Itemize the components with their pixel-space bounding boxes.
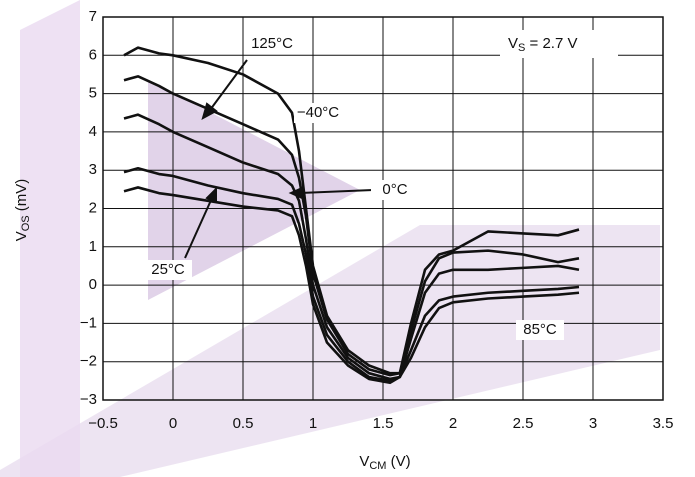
series-line bbox=[123, 75, 580, 377]
y-tick-label: 6 bbox=[89, 46, 97, 63]
x-tick-label: 3 bbox=[589, 415, 597, 432]
series-line bbox=[123, 186, 580, 385]
label-part: (V) bbox=[386, 453, 410, 470]
label-part: (mV) bbox=[13, 179, 30, 216]
label-part: V bbox=[359, 453, 369, 470]
watermark-shape bbox=[0, 225, 660, 477]
arrow bbox=[209, 59, 248, 111]
annotation: 85°C bbox=[523, 321, 557, 338]
x-tick-label: 3.5 bbox=[653, 415, 674, 432]
annotation: 125°C bbox=[251, 35, 293, 52]
label-bg bbox=[371, 180, 419, 200]
arrow bbox=[299, 189, 374, 194]
annotation: 25°C bbox=[151, 261, 185, 278]
label-bg bbox=[500, 30, 618, 58]
watermark-shape bbox=[148, 80, 360, 300]
plot: −3 −2 −1 0 1 2 3 4 5 6 7 −0.5 0 0.5 1 1.5 2 2.5 3 3.5 bbox=[80, 8, 674, 432]
x-tick-label: 0 bbox=[169, 415, 177, 432]
y-tick-label: −2 bbox=[80, 353, 97, 370]
series-line bbox=[123, 166, 580, 383]
annotation: −40°C bbox=[297, 104, 339, 121]
y-tick-label: 4 bbox=[89, 123, 97, 140]
y-tick-label: 0 bbox=[89, 276, 97, 293]
arrowhead bbox=[201, 102, 218, 121]
label-part: = 2.7 V bbox=[525, 35, 577, 52]
label-bg bbox=[516, 320, 564, 340]
watermark bbox=[0, 0, 660, 477]
y-tick-label: 7 bbox=[89, 8, 97, 25]
watermark-shape bbox=[20, 0, 80, 477]
label-part: S bbox=[518, 42, 525, 54]
label-part: OS bbox=[20, 215, 32, 231]
x-tick-label: 0.5 bbox=[233, 415, 254, 432]
label-bg bbox=[294, 103, 342, 123]
x-axis-label: VCM (V) bbox=[359, 453, 410, 472]
y-tick-label: 3 bbox=[89, 161, 97, 178]
x-tick-label: 1.5 bbox=[373, 415, 394, 432]
x-tick-label: 1 bbox=[309, 415, 317, 432]
label-bg bbox=[144, 260, 192, 280]
x-tick-label: 2.5 bbox=[513, 415, 534, 432]
label-bg bbox=[248, 34, 296, 54]
annotation: 0°C bbox=[382, 181, 407, 198]
arrowhead bbox=[205, 186, 217, 204]
plot-frame bbox=[102, 16, 664, 401]
label-part: V bbox=[13, 231, 30, 241]
supply-label: VS = 2.7 V bbox=[508, 35, 577, 54]
label-part: CM bbox=[369, 460, 386, 472]
x-tick-label: −0.5 bbox=[88, 415, 118, 432]
y-tick-label: −1 bbox=[80, 314, 97, 331]
series-line bbox=[123, 113, 580, 381]
y-axis-label: VOS (mV) bbox=[13, 179, 32, 242]
y-tick-label: 1 bbox=[89, 238, 97, 255]
x-tick-label: 2 bbox=[449, 415, 457, 432]
y-tick-label: 2 bbox=[89, 199, 97, 216]
y-tick-label: −3 bbox=[80, 391, 97, 408]
arrowhead bbox=[288, 186, 303, 200]
arrow bbox=[184, 197, 213, 259]
series-line bbox=[123, 46, 580, 375]
arrows bbox=[184, 59, 374, 259]
y-tick-label: 5 bbox=[89, 85, 97, 102]
label-part: V bbox=[508, 35, 518, 52]
